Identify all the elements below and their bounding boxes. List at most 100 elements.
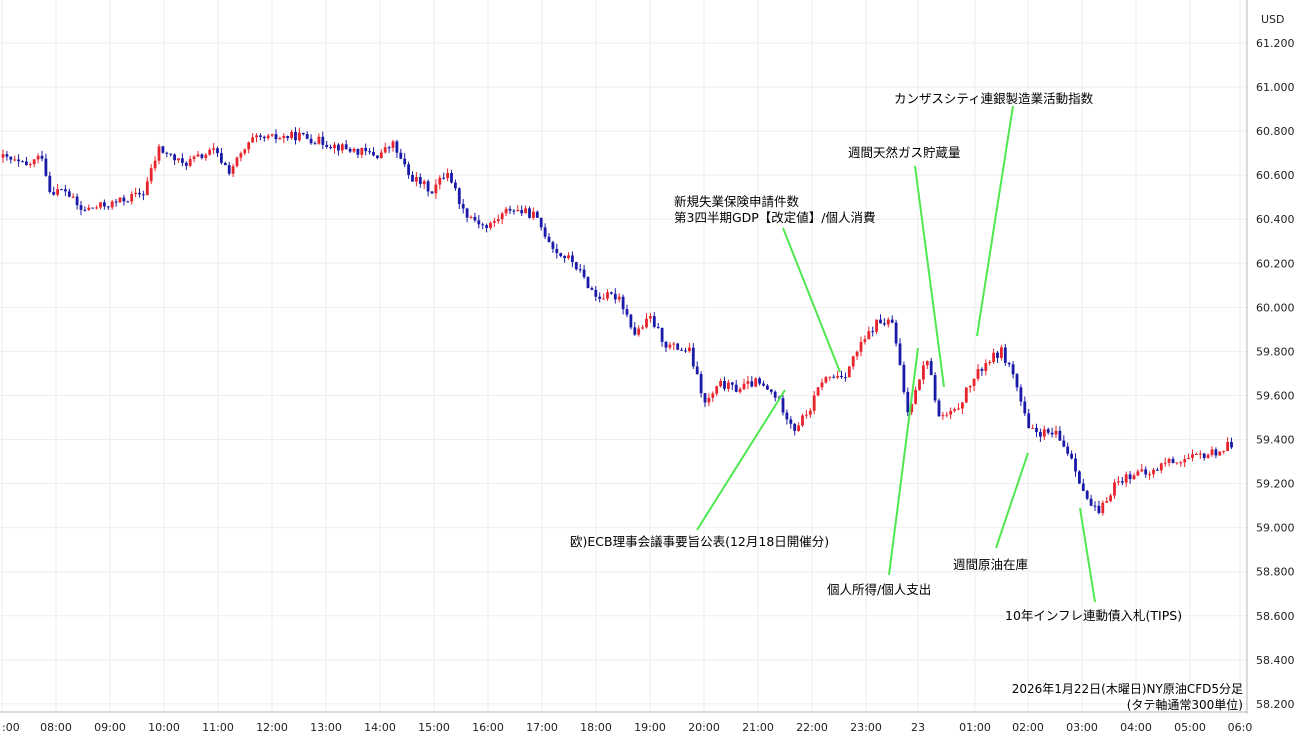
candle (64, 184, 67, 197)
candle-body (504, 208, 508, 214)
candle-body (797, 425, 800, 431)
candle (586, 276, 590, 289)
candle (1144, 466, 1148, 478)
candle (914, 386, 917, 405)
candle (621, 294, 625, 315)
candle (844, 372, 847, 382)
candle-body (71, 196, 75, 198)
candle (1070, 450, 1073, 460)
candle-body (161, 146, 165, 153)
candle-body (594, 289, 598, 297)
x-tick-label: 23 (911, 721, 925, 734)
candle-body (184, 162, 188, 166)
candle (114, 198, 118, 207)
candle (512, 209, 516, 215)
y-tick-label: 58.600 (1256, 610, 1295, 623)
y-tick-label: 60.000 (1256, 301, 1295, 314)
candle (278, 136, 282, 140)
candle-body (309, 138, 313, 144)
candle (957, 403, 960, 411)
candle (637, 325, 641, 337)
candle (684, 347, 687, 353)
candle (1101, 500, 1105, 516)
candle (1195, 452, 1198, 456)
candle (808, 407, 812, 418)
candle (598, 292, 602, 303)
annotation-label: 欧)ECB理事会議事要旨公表(12月18日開催分) (570, 534, 829, 549)
currency-label: USD (1261, 13, 1285, 26)
candle-body (364, 147, 368, 152)
candle-body (321, 136, 325, 145)
candle-body (953, 409, 956, 411)
candle-body (251, 137, 254, 143)
x-tick-label: 12:00 (256, 721, 288, 734)
candle-body (1015, 374, 1019, 388)
candle (262, 135, 266, 142)
candle (886, 317, 890, 328)
candle-body (520, 209, 524, 214)
candle-body (758, 378, 761, 384)
candle (118, 197, 122, 204)
candle-body (270, 134, 274, 136)
candle-body (376, 155, 379, 159)
candle (321, 131, 325, 150)
candle (883, 318, 886, 327)
candle-body (461, 204, 465, 209)
x-tick-label: 08:00 (40, 721, 72, 734)
candle-body (964, 387, 968, 403)
candle-body (664, 341, 668, 348)
candle (910, 403, 914, 415)
candle (1210, 446, 1214, 457)
candle-body (1117, 481, 1120, 483)
candle-body (1152, 469, 1155, 475)
candle (680, 347, 683, 351)
candle-body (508, 208, 512, 211)
candle-body (188, 159, 192, 166)
candle-body (64, 189, 67, 192)
candle (695, 361, 699, 375)
candle-body (1202, 453, 1206, 459)
annotation-pce: 個人所得/個人支出 (827, 347, 931, 597)
candle (227, 161, 231, 176)
candle-body (586, 277, 590, 289)
candle (820, 378, 824, 391)
candle-body (87, 207, 91, 210)
candle-body (1058, 430, 1062, 441)
candle-body (996, 352, 999, 358)
y-tick-label: 59.200 (1256, 478, 1295, 491)
candle-body (1195, 454, 1198, 456)
candle-body (762, 383, 765, 386)
candle-body (754, 378, 758, 387)
candle-body (680, 349, 683, 351)
candle (223, 161, 227, 166)
candle-body (32, 159, 36, 165)
candle (902, 361, 906, 395)
candle-body (235, 157, 239, 167)
caption-line-2: (タテ軸通常300単位) (1127, 697, 1243, 712)
candle-body (543, 227, 547, 237)
candle-body (984, 362, 988, 371)
candle (457, 187, 461, 210)
candle (442, 172, 446, 180)
candle-body (25, 161, 28, 166)
candle-body (555, 248, 559, 254)
candle-body (691, 347, 695, 367)
candle-body (56, 189, 59, 195)
candle (216, 146, 219, 157)
candle-body (898, 343, 902, 365)
candle (574, 261, 578, 271)
candle-body (890, 319, 894, 323)
candle (672, 341, 676, 351)
candle-body (957, 408, 960, 410)
candle (165, 151, 169, 158)
candle-body (886, 319, 890, 325)
candle-body (859, 341, 863, 352)
candle (762, 380, 765, 387)
candle-body (906, 391, 910, 413)
candle (890, 315, 894, 324)
candle-body (1089, 498, 1093, 506)
candle (130, 191, 134, 205)
candle-body (446, 172, 449, 179)
candle (668, 342, 672, 350)
